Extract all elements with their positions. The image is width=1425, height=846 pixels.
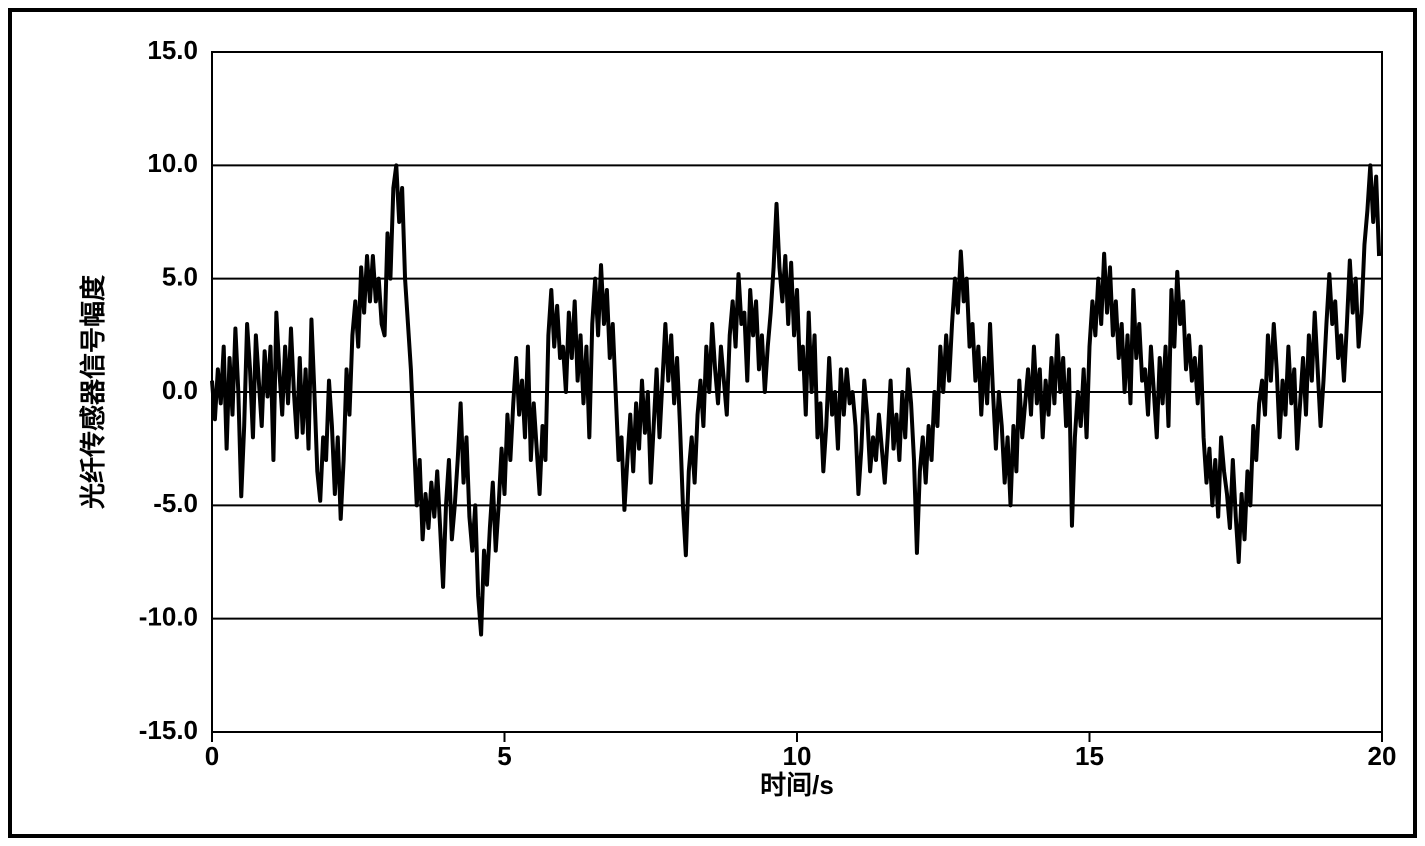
ytick-label: -5.0 bbox=[153, 488, 198, 518]
ytick-label: 10.0 bbox=[147, 148, 198, 178]
ylabel: 光纤传感器信号幅度 bbox=[78, 275, 108, 510]
chart-frame: -15.0 -10.0 -5.0 0.0 5.0 10.0 15.0 0 5 10 15 20 时间/s… bbox=[8, 8, 1417, 838]
xtick-label: 5 bbox=[497, 741, 511, 771]
xtick-label: 15 bbox=[1075, 741, 1104, 771]
xlabel: 时间/s bbox=[760, 770, 834, 800]
xtick-label: 20 bbox=[1368, 741, 1397, 771]
xtick-label: 10 bbox=[783, 741, 812, 771]
ytick-label: -15.0 bbox=[139, 715, 198, 745]
ytick-label: 0.0 bbox=[162, 375, 198, 405]
ytick-label: 5.0 bbox=[162, 262, 198, 292]
line-chart: -15.0 -10.0 -5.0 0.0 5.0 10.0 15.0 0 5 10 15 20 时间/s… bbox=[12, 12, 1413, 834]
ytick-label: -10.0 bbox=[139, 602, 198, 632]
ytick-label: 15.0 bbox=[147, 35, 198, 65]
xtick-label: 0 bbox=[205, 741, 219, 771]
